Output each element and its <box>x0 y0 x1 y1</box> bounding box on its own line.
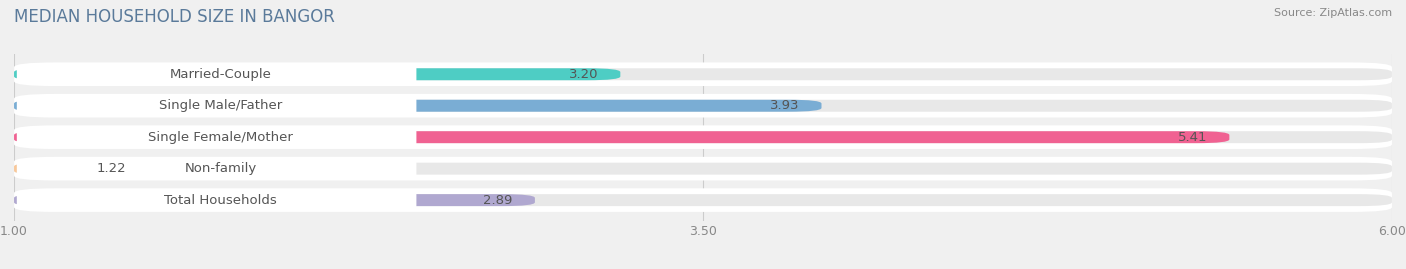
FancyBboxPatch shape <box>14 131 1392 143</box>
Text: Source: ZipAtlas.com: Source: ZipAtlas.com <box>1274 8 1392 18</box>
FancyBboxPatch shape <box>14 125 1392 149</box>
Text: 1.22: 1.22 <box>97 162 127 175</box>
FancyBboxPatch shape <box>17 190 416 210</box>
FancyBboxPatch shape <box>17 127 416 147</box>
FancyBboxPatch shape <box>14 157 1392 180</box>
Text: 2.89: 2.89 <box>484 194 513 207</box>
Text: Non-family: Non-family <box>184 162 257 175</box>
FancyBboxPatch shape <box>14 163 75 175</box>
Text: 5.41: 5.41 <box>1178 131 1208 144</box>
FancyBboxPatch shape <box>14 194 1392 206</box>
FancyBboxPatch shape <box>14 188 1392 212</box>
Text: Single Male/Father: Single Male/Father <box>159 99 283 112</box>
Text: Married-Couple: Married-Couple <box>170 68 271 81</box>
FancyBboxPatch shape <box>14 131 1229 143</box>
Text: 3.93: 3.93 <box>770 99 800 112</box>
FancyBboxPatch shape <box>17 64 416 84</box>
Text: Single Female/Mother: Single Female/Mother <box>148 131 294 144</box>
FancyBboxPatch shape <box>14 94 1392 118</box>
FancyBboxPatch shape <box>14 194 534 206</box>
Text: 3.20: 3.20 <box>569 68 599 81</box>
FancyBboxPatch shape <box>14 68 620 80</box>
FancyBboxPatch shape <box>14 100 821 112</box>
FancyBboxPatch shape <box>14 62 1392 86</box>
Text: MEDIAN HOUSEHOLD SIZE IN BANGOR: MEDIAN HOUSEHOLD SIZE IN BANGOR <box>14 8 335 26</box>
FancyBboxPatch shape <box>14 68 1392 80</box>
FancyBboxPatch shape <box>17 95 416 116</box>
Text: Total Households: Total Households <box>165 194 277 207</box>
FancyBboxPatch shape <box>14 163 1392 175</box>
FancyBboxPatch shape <box>17 158 416 179</box>
FancyBboxPatch shape <box>14 100 1392 112</box>
